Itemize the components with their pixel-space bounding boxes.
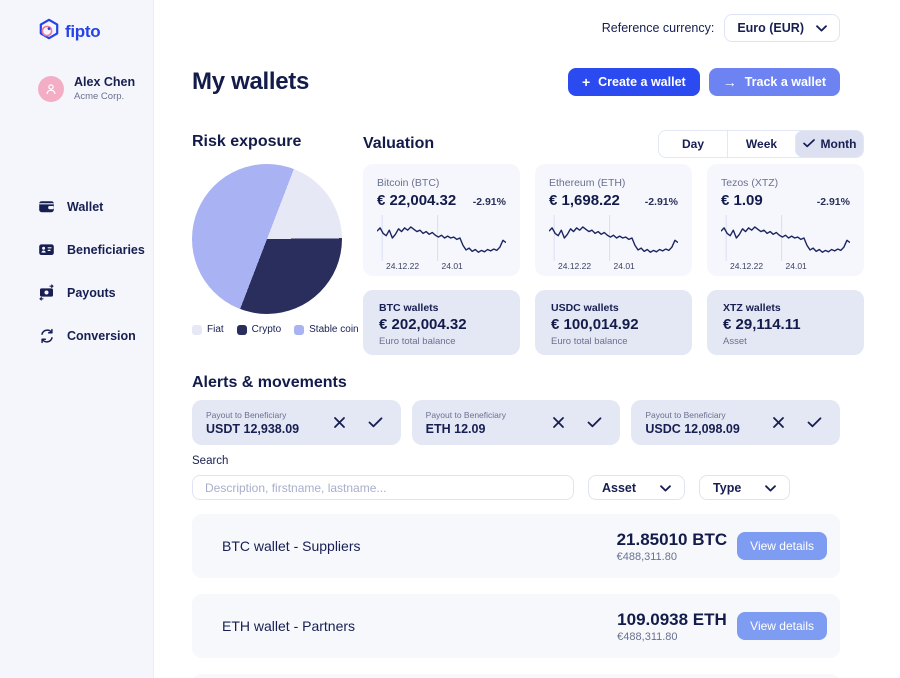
wallet-amount: 109.0938 ETH — [617, 609, 727, 629]
wallet-row-btc-suppliers[interactable]: BTC wallet - Suppliers 21.85010 BTC €488… — [192, 514, 840, 578]
reject-button[interactable] — [331, 414, 348, 431]
asset-change: -2.91% — [816, 196, 850, 208]
asset-price: € 1.09 — [721, 192, 763, 209]
crypto-swatch — [236, 324, 247, 335]
sidebar-nav: Wallet Beneficiaries — [38, 198, 153, 344]
reject-button[interactable] — [550, 414, 567, 431]
asset-change: -2.91% — [472, 196, 506, 208]
alert-card: Payout to Beneficiary USDC 12,098.09 — [631, 400, 840, 445]
topbar: Reference currency: Euro (EUR) — [192, 14, 840, 42]
sidebar-item-label: Wallet — [67, 199, 104, 214]
view-details-button[interactable]: View details — [737, 612, 827, 640]
risk-pie-chart — [192, 164, 342, 314]
alerts-title: Alerts & movements — [192, 374, 347, 391]
title-row: My wallets + Create a wallet → Track a w… — [192, 68, 840, 96]
wallet-fiat-value: €488,311.80 — [617, 630, 678, 643]
wallet-amount: 21.85010 BTC — [616, 529, 728, 549]
logo[interactable]: fipto — [38, 18, 153, 45]
type-filter-select[interactable]: Type — [699, 475, 791, 500]
plus-icon: + — [581, 74, 591, 90]
asset-card-btc[interactable]: Bitcoin (BTC) € 22,004.32 -2.91% 24.12.2… — [363, 164, 520, 276]
asset-change: -2.91% — [644, 196, 678, 208]
sidebar: fipto Alex Chen Acme Corp. — [0, 0, 154, 678]
alert-card: Payout to Beneficiary ETH 12.09 — [411, 400, 621, 445]
user-company: Acme Corp. — [74, 91, 125, 102]
logo-text: fipto — [65, 21, 101, 41]
user-profile[interactable]: Alex Chen Acme Corp. — [38, 75, 153, 102]
asset-card-eth[interactable]: Ethereum (ETH) € 1,698.22 -2.91% 24.12.2… — [535, 164, 692, 276]
sidebar-item-wallet[interactable]: Wallet — [38, 198, 153, 215]
approve-button[interactable] — [366, 415, 385, 430]
sidebar-item-label: Payouts — [67, 285, 116, 300]
sparkline-chart: 24.12.22 24.01 — [721, 215, 850, 272]
wallet-fiat-value: €488,311.80 — [616, 550, 677, 563]
wallet-icon — [38, 198, 55, 215]
sparkline-chart: 24.12.22 24.01 — [549, 215, 678, 272]
period-month-button[interactable]: Month — [795, 130, 863, 157]
balance-card-usdc[interactable]: USDC wallets € 100,014.92 Euro total bal… — [535, 290, 692, 355]
track-wallet-button[interactable]: → Track a wallet — [708, 68, 840, 96]
arrow-right-icon: → — [722, 74, 737, 90]
alert-cards: Payout to Beneficiary USDT 12,938.09 Pay… — [192, 400, 840, 445]
payouts-icon — [38, 284, 55, 301]
period-toggle: Day Week Month — [658, 129, 864, 158]
beneficiaries-icon — [38, 241, 55, 258]
sidebar-item-label: Beneficiaries — [67, 242, 145, 257]
chevron-down-icon — [816, 21, 827, 35]
approve-button[interactable] — [585, 415, 604, 430]
asset-card-xtz[interactable]: Tezos (XTZ) € 1.09 -2.91% 24.12.22 24.01 — [707, 164, 864, 276]
approve-button[interactable] — [805, 415, 824, 430]
wallet-row-partial[interactable] — [192, 674, 840, 678]
period-day-button[interactable]: Day — [659, 130, 727, 157]
sparkline-chart: 24.12.22 24.01 — [377, 215, 506, 272]
reference-currency-select[interactable]: Euro (EUR) — [724, 14, 840, 42]
sidebar-item-beneficiaries[interactable]: Beneficiaries — [38, 241, 153, 258]
balance-card-xtz[interactable]: XTZ wallets € 29,114.11 Asset — [707, 290, 864, 355]
wallet-row-eth-partners[interactable]: ETH wallet - Partners 109.0938 ETH €488,… — [192, 594, 840, 658]
alert-card: Payout to Beneficiary USDT 12,938.09 — [192, 400, 401, 445]
sidebar-item-payouts[interactable]: Payouts — [38, 284, 153, 301]
period-week-button[interactable]: Week — [727, 130, 795, 157]
page-title: My wallets — [192, 68, 310, 95]
asset-price: € 1,698.22 — [549, 192, 620, 209]
search-label: Search — [192, 455, 229, 467]
main-content: Reference currency: Euro (EUR) My wallet… — [154, 0, 900, 678]
chevron-down-icon — [765, 481, 777, 495]
wallet-list: BTC wallet - Suppliers 21.85010 BTC €488… — [192, 514, 840, 678]
sidebar-item-label: Conversion — [67, 328, 136, 343]
asset-filter-select[interactable]: Asset — [588, 475, 686, 500]
asset-cards: Bitcoin (BTC) € 22,004.32 -2.91% 24.12.2… — [363, 164, 864, 276]
asset-price: € 22,004.32 — [377, 192, 457, 209]
stable-coin-swatch — [294, 324, 305, 335]
create-wallet-button[interactable]: + Create a wallet — [567, 68, 700, 96]
sidebar-item-conversion[interactable]: Conversion — [38, 327, 153, 344]
reject-button[interactable] — [770, 414, 787, 431]
valuation-title: Valuation — [363, 134, 435, 152]
search-input[interactable] — [192, 475, 574, 500]
view-details-button[interactable]: View details — [737, 532, 827, 560]
check-icon — [802, 137, 815, 151]
balance-cards: BTC wallets € 202,004.32 Euro total bala… — [363, 290, 864, 355]
valuation-panel: Valuation Day Week Month Bitcoin (BTC) — [363, 129, 864, 355]
risk-exposure-title: Risk exposure — [192, 133, 302, 150]
fiat-swatch — [192, 324, 202, 335]
person-icon — [46, 83, 56, 94]
balance-card-btc[interactable]: BTC wallets € 202,004.32 Euro total bala… — [363, 290, 520, 355]
dashboard-section: Risk exposure Fiat Crypto Stable coin Va… — [192, 129, 864, 355]
avatar — [38, 75, 64, 102]
chevron-down-icon — [660, 481, 671, 495]
conversion-icon — [38, 327, 55, 344]
pie-legend: Fiat Crypto Stable coin — [192, 324, 363, 335]
reference-currency-label: Reference currency: — [601, 21, 715, 35]
user-name: Alex Chen — [74, 75, 136, 89]
search-row: Asset Type — [192, 475, 864, 500]
risk-exposure-panel: Risk exposure Fiat Crypto Stable coin — [192, 130, 363, 355]
fipto-logo-icon — [38, 18, 60, 45]
